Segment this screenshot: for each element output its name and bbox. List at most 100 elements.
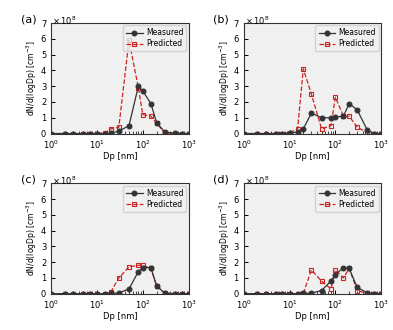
- Measured: [71, 292, 75, 296]
- Predicted: [347, 266, 351, 270]
- Predicted: [103, 131, 107, 135]
- Line: Measured: Measured: [49, 84, 191, 136]
- X-axis label: Dp [nm]: Dp [nm]: [103, 313, 137, 321]
- Measured: [379, 292, 384, 296]
- Predicted: [49, 292, 53, 296]
- Measured: [108, 291, 113, 295]
- Line: Measured: Measured: [49, 265, 191, 296]
- Measured: [62, 132, 67, 136]
- Measured: [179, 292, 184, 296]
- Predicted: [309, 268, 314, 272]
- Line: Predicted: Predicted: [241, 266, 384, 296]
- Measured: [136, 84, 141, 88]
- Line: Predicted: Predicted: [49, 38, 191, 136]
- Predicted: [329, 124, 333, 128]
- Measured: [116, 291, 121, 295]
- Measured: [116, 129, 121, 133]
- Y-axis label: dN/d(logDp) [$\mathregular{cm^{-3}}$]: dN/d(logDp) [$\mathregular{cm^{-3}}$]: [218, 40, 232, 116]
- Predicted: [179, 292, 184, 296]
- Measured: [95, 292, 99, 296]
- Measured: [149, 102, 153, 106]
- Predicted: [116, 125, 121, 129]
- Text: $\times\,10^8$: $\times\,10^8$: [245, 14, 270, 27]
- Y-axis label: dN/d(logDp) [$\mathregular{cm^{-3}}$]: dN/d(logDp) [$\mathregular{cm^{-3}}$]: [25, 201, 39, 277]
- Measured: [295, 130, 300, 134]
- Predicted: [88, 132, 92, 136]
- Predicted: [319, 279, 324, 283]
- Legend: Measured, Predicted: Measured, Predicted: [123, 185, 186, 212]
- Predicted: [162, 131, 167, 135]
- Measured: [280, 132, 285, 136]
- Measured: [309, 291, 314, 295]
- Predicted: [95, 132, 99, 136]
- Predicted: [81, 132, 86, 136]
- Measured: [241, 132, 246, 136]
- Measured: [49, 292, 53, 296]
- Measured: [255, 292, 260, 296]
- Legend: Measured, Predicted: Measured, Predicted: [123, 25, 186, 51]
- Predicted: [355, 288, 360, 292]
- Predicted: [280, 132, 285, 136]
- Measured: [140, 89, 145, 93]
- Predicted: [379, 132, 384, 136]
- Predicted: [186, 292, 191, 296]
- Text: (b): (b): [213, 14, 229, 24]
- Measured: [319, 288, 324, 292]
- Predicted: [140, 113, 145, 116]
- Measured: [274, 292, 278, 296]
- Predicted: [179, 132, 184, 136]
- Predicted: [241, 132, 246, 136]
- Predicted: [295, 127, 300, 131]
- Predicted: [149, 114, 153, 118]
- Predicted: [154, 284, 159, 288]
- Measured: [263, 132, 268, 136]
- Predicted: [274, 132, 278, 136]
- Y-axis label: dN/d(logDp) [$\mathregular{cm^{-3}}$]: dN/d(logDp) [$\mathregular{cm^{-3}}$]: [25, 40, 39, 116]
- Text: $\times\,10^8$: $\times\,10^8$: [53, 14, 77, 27]
- Measured: [81, 292, 86, 296]
- Predicted: [255, 132, 260, 136]
- Line: Measured: Measured: [241, 265, 384, 296]
- Measured: [329, 279, 333, 283]
- Legend: Measured, Predicted: Measured, Predicted: [316, 25, 379, 51]
- Predicted: [149, 266, 153, 270]
- Predicted: [295, 292, 300, 296]
- Measured: [173, 292, 177, 296]
- Predicted: [255, 292, 260, 296]
- Measured: [263, 292, 268, 296]
- Measured: [95, 132, 99, 136]
- Predicted: [341, 114, 346, 118]
- Text: (a): (a): [21, 14, 37, 24]
- Measured: [149, 266, 153, 270]
- Measured: [179, 132, 184, 136]
- Predicted: [347, 114, 351, 118]
- Predicted: [173, 132, 177, 136]
- Predicted: [274, 292, 278, 296]
- Measured: [329, 116, 333, 120]
- Measured: [88, 132, 92, 136]
- Predicted: [95, 292, 99, 296]
- Predicted: [287, 131, 292, 135]
- Text: $\times\,10^8$: $\times\,10^8$: [245, 175, 270, 187]
- Y-axis label: dN/d(logDp) [$\mathregular{cm^{-3}}$]: dN/d(logDp) [$\mathregular{cm^{-3}}$]: [218, 201, 232, 277]
- Predicted: [365, 291, 370, 295]
- Line: Predicted: Predicted: [241, 66, 384, 136]
- Measured: [274, 132, 278, 136]
- Predicted: [287, 292, 292, 296]
- Predicted: [173, 292, 177, 296]
- Predicted: [108, 127, 113, 131]
- Measured: [62, 292, 67, 296]
- Measured: [162, 291, 167, 295]
- Measured: [140, 266, 145, 270]
- Predicted: [103, 292, 107, 296]
- Measured: [287, 292, 292, 296]
- Measured: [173, 131, 177, 135]
- X-axis label: Dp [nm]: Dp [nm]: [295, 313, 330, 321]
- Measured: [162, 130, 167, 134]
- Measured: [372, 292, 376, 296]
- Measured: [379, 132, 384, 136]
- Predicted: [162, 291, 167, 295]
- Measured: [341, 266, 346, 270]
- Measured: [341, 114, 346, 118]
- Measured: [81, 132, 86, 136]
